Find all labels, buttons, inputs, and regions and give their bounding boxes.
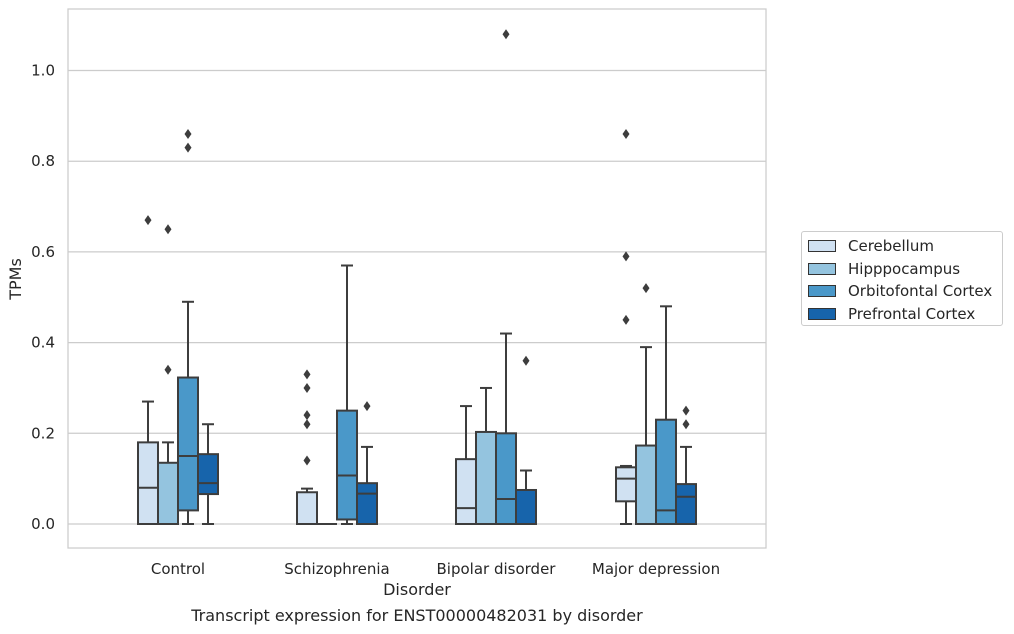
plot-area-frame [67,8,767,549]
box-iqr [157,461,179,525]
box-group [356,401,378,525]
x-tick-label: Bipolar disorder [437,560,557,578]
outlier-point [303,455,311,466]
box-group [495,29,517,525]
box-iqr [197,453,219,496]
box-iqr [495,432,517,525]
box-group [675,405,697,526]
box-iqr [296,491,318,526]
legend-item-hippocampus: Hipppocampus [808,259,960,279]
legend: Cerebellum Hipppocampus Orbitofontal Cor… [801,231,1003,326]
legend-swatch-orbitofrontal [808,285,836,297]
legend-item-prefrontal: Prefrontal Cortex [808,304,975,324]
box-iqr [177,376,199,512]
box-iqr [475,430,497,526]
y-tick-label: 1.0 [31,62,55,80]
chart-caption: Transcript expression for ENST0000048203… [191,606,643,625]
box-group [177,128,199,525]
x-tick-label: Major depression [592,560,720,578]
box-group [655,305,677,526]
outlier-point [303,419,311,430]
box-group [336,264,358,525]
box-group [137,215,159,525]
box-iqr [655,418,677,526]
y-axis-ticks: 0.0 0.2 0.4 0.6 0.8 1.0 [31,62,55,534]
box-iqr [137,441,159,525]
outlier-point [144,215,152,226]
outlier-point [622,314,630,325]
box-iqr [615,466,637,503]
x-tick-label: Schizophrenia [284,560,389,578]
box-iqr [515,488,537,525]
outlier-point [184,128,192,139]
outlier-point [622,128,630,139]
y-tick-label: 0.2 [31,424,55,442]
x-tick-label: Control [151,560,205,578]
y-tick-label: 0.4 [31,334,55,352]
box-group [197,423,219,525]
box-iqr [336,409,358,521]
box-iqr [675,483,697,526]
outlier-point [303,369,311,380]
legend-item-cerebellum: Cerebellum [808,236,934,256]
boxes [137,29,697,526]
box-group [515,355,537,525]
box-group [296,369,318,526]
box-iqr [635,444,657,525]
y-tick-label: 0.0 [31,515,55,533]
y-tick-label: 0.8 [31,152,55,170]
outlier-point [164,224,172,235]
outlier-point [682,405,690,416]
outlier-point [184,142,192,153]
box-group [455,405,477,526]
outlier-point [522,355,530,366]
y-axis-label: TPMs [6,258,25,301]
legend-label: Cerebellum [848,237,934,255]
box-group [157,224,179,525]
legend-label: Orbitofontal Cortex [848,282,993,300]
box-group [615,128,637,525]
outlier-point [502,29,510,40]
outlier-point [682,419,690,430]
legend-swatch-hippocampus [808,263,836,275]
box-group [635,283,657,525]
legend-label: Hipppocampus [848,260,961,278]
outlier-point [642,283,650,294]
box-group [475,386,497,526]
x-axis-label: Disorder [383,580,451,599]
legend-swatch-prefrontal [808,308,836,320]
outlier-point [164,364,172,375]
outlier-point [363,401,371,412]
outlier-point [622,251,630,262]
legend-label: Prefrontal Cortex [848,305,976,323]
outlier-point [303,410,311,421]
legend-item-orbitofrontal: Orbitofontal Cortex [808,281,992,301]
box-iqr [455,458,477,526]
legend-swatch-cerebellum [808,240,836,252]
box-iqr [356,482,378,525]
outlier-point [303,382,311,393]
x-axis-ticks: Control Schizophrenia Bipolar disorder Majo… [151,560,720,578]
y-tick-label: 0.6 [31,243,55,261]
